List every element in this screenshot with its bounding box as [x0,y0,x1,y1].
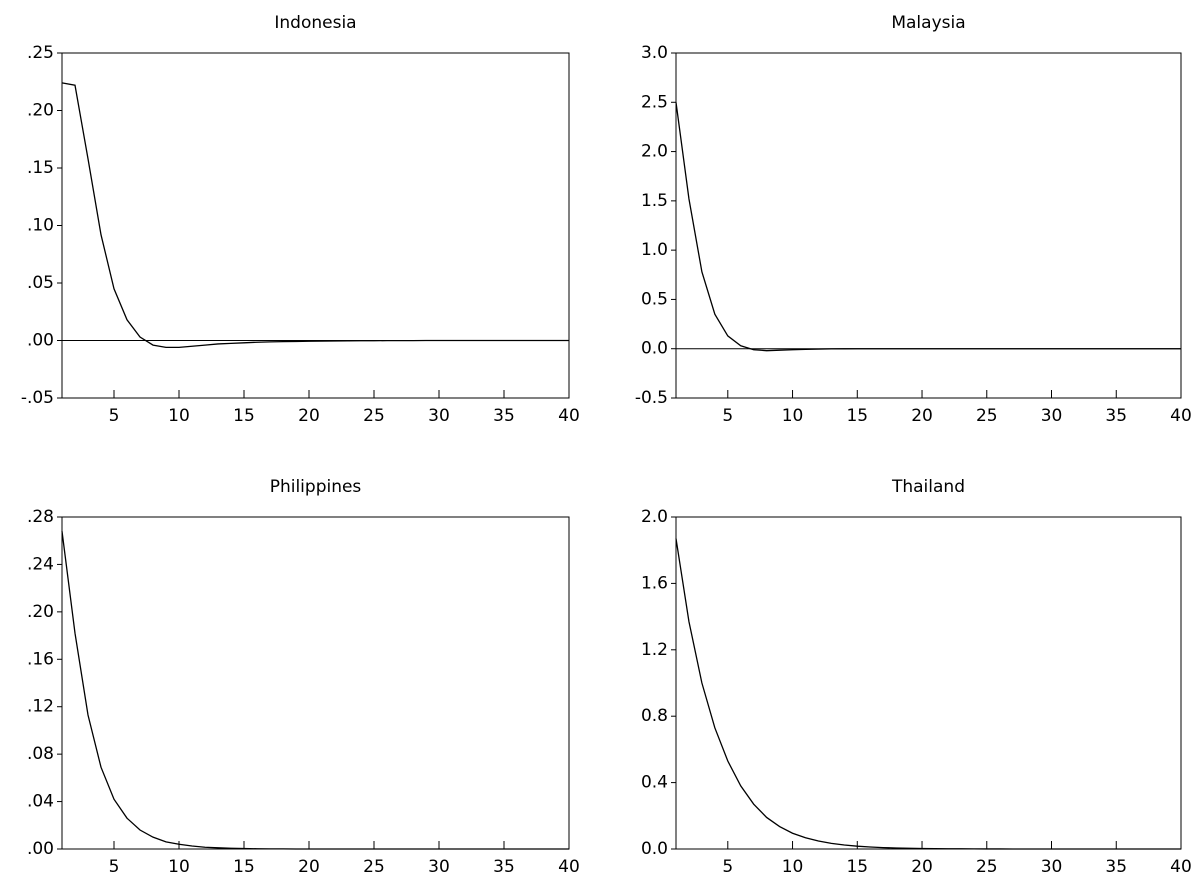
y-tick-label: 2.5 [641,92,668,112]
y-tick-label: .10 [27,216,54,236]
x-tick-label: 5 [722,857,733,877]
x-tick-label: 5 [722,406,733,426]
plot-frame [61,516,570,850]
x-tick-label: 15 [846,406,868,426]
x-tick-label: 40 [1170,857,1192,877]
plot-frame [61,52,570,399]
y-tick-label: 0.0 [641,839,668,859]
y-tick-label: 2.0 [641,507,668,527]
x-tick-label: 20 [911,857,933,877]
x-tick-label: 5 [109,857,120,877]
x-tick-label: 20 [298,406,320,426]
plot-frame [675,52,1182,399]
x-tick-label: 40 [1170,406,1192,426]
y-tick-label: 0.0 [641,339,668,359]
y-tick-label: .20 [27,602,54,622]
line-series [675,102,1181,352]
x-tick-label: 10 [782,406,804,426]
x-tick-label: 10 [168,406,190,426]
line-series [61,531,569,850]
plot-frame [675,516,1182,850]
x-tick-label: 20 [911,406,933,426]
y-tick-label: .12 [27,697,54,717]
line-series [61,82,569,349]
x-tick-label: 20 [298,857,320,877]
x-tick-label: 35 [493,857,515,877]
y-tick-label: -0.5 [635,388,668,408]
x-tick-label: 30 [428,857,450,877]
y-tick-label: .25 [27,43,54,63]
y-tick-label: 1.6 [641,573,668,593]
y-tick-label: 0.5 [641,289,668,309]
y-tick-label: 3.0 [641,43,668,63]
y-tick-label: .05 [27,273,54,293]
x-tick-label: 35 [1105,406,1127,426]
y-tick-label: 1.2 [641,640,668,660]
x-tick-label: 40 [558,857,580,877]
y-tick-label: 1.0 [641,240,668,260]
y-tick-label: 0.8 [641,706,668,726]
line-series [675,538,1181,850]
y-tick-label: .00 [27,839,54,859]
x-tick-label: 25 [976,857,998,877]
y-tick-label: .28 [27,507,54,527]
x-tick-label: 15 [233,857,255,877]
y-tick-label: .00 [27,331,54,351]
y-tick-label: .15 [27,158,54,178]
y-tick-label: 2.0 [641,142,668,162]
x-tick-label: 15 [233,406,255,426]
chart-title: Philippines [270,477,362,497]
y-tick-label: .04 [27,792,54,812]
x-tick-label: 5 [109,406,120,426]
x-tick-label: 30 [428,406,450,426]
x-tick-label: 10 [782,857,804,877]
x-tick-label: 25 [363,857,385,877]
chart-title: Thailand [891,477,965,497]
y-tick-label: -.05 [21,388,54,408]
y-tick-label: .08 [27,744,54,764]
x-tick-label: 15 [846,857,868,877]
x-tick-label: 30 [1041,857,1063,877]
x-tick-label: 25 [976,406,998,426]
x-tick-label: 25 [363,406,385,426]
x-tick-label: 40 [558,406,580,426]
y-tick-label: .24 [27,554,54,574]
y-tick-label: .16 [27,649,54,669]
x-tick-label: 35 [1105,857,1127,877]
y-tick-label: .20 [27,101,54,121]
x-tick-label: 35 [493,406,515,426]
chart-title: Indonesia [274,13,356,33]
y-tick-label: 0.4 [641,773,668,793]
x-tick-label: 30 [1041,406,1063,426]
x-tick-label: 10 [168,857,190,877]
chart-title: Malaysia [891,13,965,33]
y-tick-label: 1.5 [641,191,668,211]
